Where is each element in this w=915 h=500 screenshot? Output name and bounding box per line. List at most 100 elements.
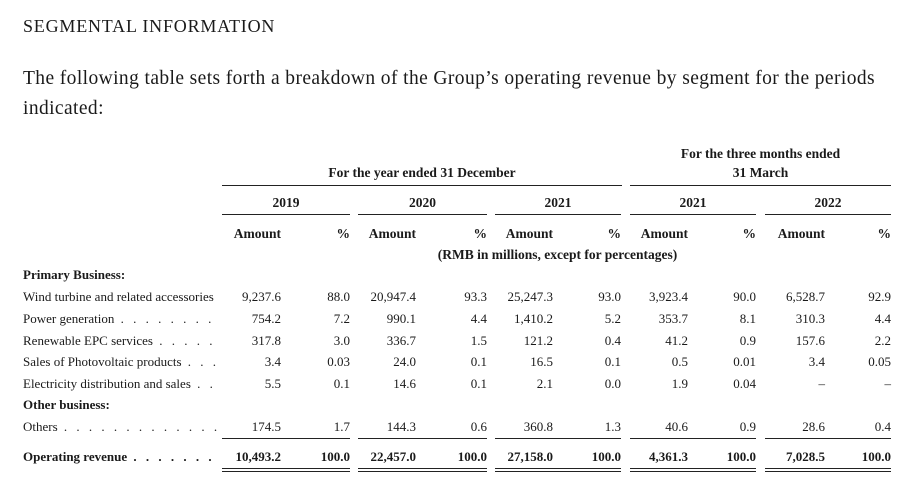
group-rule-quarter [630, 185, 891, 186]
row-total-value-2: 22,457.0 [370, 449, 417, 464]
row-others-value-0: 174.5 [251, 419, 281, 434]
row-2-value-7: 0.9 [739, 333, 756, 348]
row-0-value-6: 3,923.4 [649, 289, 688, 304]
percent-header-2: % [607, 226, 622, 241]
year-header-2: 2021 [544, 195, 572, 210]
total-rule-bottom-4 [765, 471, 891, 472]
row-others-value-4: 360.8 [523, 419, 553, 434]
row-total-value-9: 100.0 [861, 449, 891, 464]
row-total-label: Operating revenue . . . . . . . . . [23, 449, 218, 465]
row-others-value-2: 144.3 [386, 419, 416, 434]
percent-header-0: % [336, 226, 351, 241]
row-1-value-2: 990.1 [386, 311, 416, 326]
total-rule-top-0 [222, 468, 350, 469]
row-0-value-0: 9,237.6 [242, 289, 281, 304]
row-2-value-5: 0.4 [604, 333, 621, 348]
subtotal-rule-4 [765, 438, 891, 439]
row-others-value-1: 1.7 [333, 419, 350, 434]
total-rule-top-4 [765, 468, 891, 469]
row-3-value-4: 16.5 [530, 354, 553, 369]
total-rule-bottom-1 [358, 471, 487, 472]
amount-header-1: Amount [368, 226, 416, 241]
row-4-value-9: – [884, 376, 892, 391]
row-2-value-9: 2.2 [874, 333, 891, 348]
row-0-value-7: 90.0 [733, 289, 756, 304]
section-other-business: Other business: [23, 397, 110, 412]
row-3-value-7: 0.01 [733, 354, 756, 369]
year-header-1: 2020 [409, 195, 436, 210]
dot-leader: . . . . . . . . . [133, 449, 218, 464]
row-4-value-7: 0.04 [733, 376, 756, 391]
section-heading: SEGMENTAL INFORMATION [23, 16, 276, 36]
row-0-label: Wind turbine and related accessories [23, 289, 214, 304]
row-others-value-9: 0.4 [874, 419, 891, 434]
row-3-value-3: 0.1 [470, 354, 487, 369]
row-3-value-0: 3.4 [264, 354, 281, 369]
dot-leader: . . . . . . . [159, 333, 218, 348]
year-rule-2 [495, 214, 621, 215]
row-0-value-1: 88.0 [327, 289, 350, 304]
year-rule-1 [358, 214, 487, 215]
amount-header-3: Amount [640, 226, 688, 241]
row-4-value-6: 1.9 [671, 376, 688, 391]
row-0-value-8: 6,528.7 [786, 289, 825, 304]
row-2-value-3: 1.5 [470, 333, 487, 348]
row-1-value-0: 754.2 [251, 311, 281, 326]
percent-header-4: % [877, 226, 892, 241]
subtotal-rule-3 [630, 438, 756, 439]
row-3-label: Sales of Photovoltaic products . . . . [23, 354, 218, 370]
total-rule-bottom-3 [630, 471, 756, 472]
percent-header-3: % [742, 226, 757, 241]
year-header-0: 2019 [272, 195, 300, 210]
row-others-value-7: 0.9 [739, 419, 756, 434]
row-total-value-4: 27,158.0 [507, 449, 554, 464]
row-total-value-0: 10,493.2 [235, 449, 282, 464]
row-4-label: Electricity distribution and sales . . . [23, 376, 218, 392]
row-4-value-5: 0.0 [604, 376, 621, 391]
total-rule-top-2 [495, 468, 621, 469]
dot-leader: . . . . . . . . . . . [120, 311, 218, 326]
row-1-value-5: 5.2 [604, 311, 621, 326]
row-2-value-4: 121.2 [523, 333, 553, 348]
row-3-value-9: 0.05 [868, 354, 891, 369]
row-4-value-0: 5.5 [264, 376, 281, 391]
row-2-label: Renewable EPC services . . . . . . . [23, 333, 218, 349]
row-0-value-2: 20,947.4 [370, 289, 417, 304]
row-1-value-8: 310.3 [795, 311, 825, 326]
section-primary-business: Primary Business: [23, 267, 126, 282]
row-4-value-1: 0.1 [333, 376, 350, 391]
dot-leader: . . . . [187, 354, 218, 369]
amount-header-4: Amount [777, 226, 825, 241]
row-1-value-6: 353.7 [658, 311, 688, 326]
year-header-4: 2022 [814, 195, 842, 210]
row-others-label: Others . . . . . . . . . . . . . . . . . [23, 419, 218, 435]
row-others-value-8: 28.6 [802, 419, 825, 434]
total-rule-bottom-2 [495, 471, 621, 472]
row-1-label: Power generation . . . . . . . . . . . [23, 311, 218, 327]
year-rule-3 [630, 214, 756, 215]
group-heading-quarter-date: 31 March [732, 165, 789, 180]
row-4-value-2: 14.6 [393, 376, 416, 391]
row-2-value-8: 157.6 [795, 333, 825, 348]
subtotal-rule-1 [358, 438, 487, 439]
year-header-3: 2021 [679, 195, 707, 210]
row-3-value-5: 0.1 [604, 354, 621, 369]
row-1-value-7: 8.1 [739, 311, 756, 326]
intro-paragraph: The following table sets forth a breakdo… [23, 68, 875, 119]
row-2-value-0: 317.8 [251, 333, 281, 348]
amount-header-0: Amount [233, 226, 281, 241]
row-2-value-2: 336.7 [386, 333, 416, 348]
row-1-value-4: 1,410.2 [514, 311, 553, 326]
group-heading-quarter: For the three months ended [680, 146, 841, 161]
subtotal-rule-0 [222, 438, 350, 439]
year-rule-0 [222, 214, 350, 215]
dot-leader: . . . [197, 376, 218, 391]
group-rule-year [222, 185, 622, 186]
row-others-value-5: 1.3 [604, 419, 621, 434]
total-rule-top-1 [358, 468, 487, 469]
row-others-value-6: 40.6 [665, 419, 688, 434]
row-total-value-1: 100.0 [320, 449, 350, 464]
row-1-value-9: 4.4 [874, 311, 891, 326]
row-4-value-4: 2.1 [536, 376, 553, 391]
subtotal-rule-2 [495, 438, 621, 439]
